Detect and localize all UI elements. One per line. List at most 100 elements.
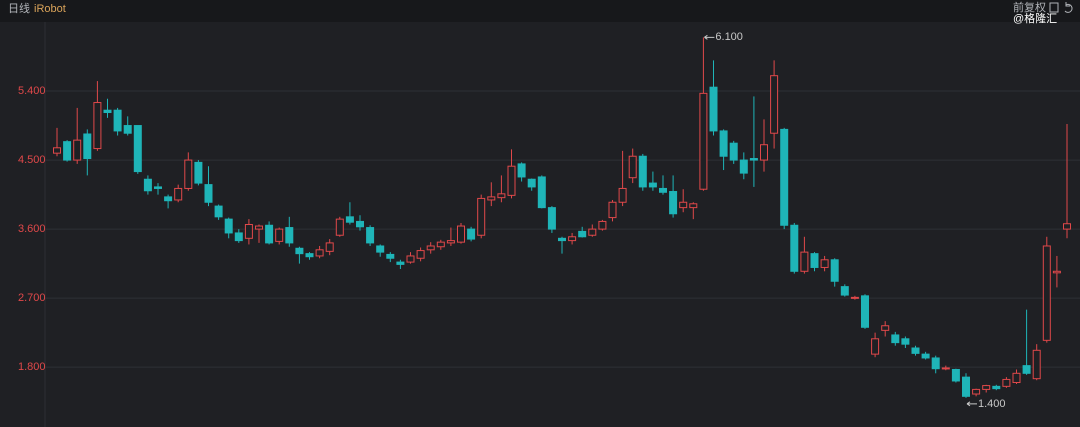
candle-body xyxy=(265,224,274,244)
candle-body xyxy=(972,388,981,395)
candle-body xyxy=(770,75,779,134)
candle-body xyxy=(406,255,415,263)
candle-body xyxy=(881,325,890,331)
candle-body xyxy=(578,230,587,238)
annotation-label: 6.100 xyxy=(715,31,743,43)
lock-icon[interactable] xyxy=(1049,2,1059,13)
candle-body xyxy=(598,220,607,230)
candle-body xyxy=(709,86,718,132)
candle-body xyxy=(659,187,667,193)
candle-body xyxy=(517,163,526,178)
candle-body xyxy=(73,139,82,161)
period: 日线 xyxy=(8,1,30,15)
candle-body xyxy=(861,295,869,328)
candle-body xyxy=(53,147,61,154)
adjust[interactable]: 前复权 xyxy=(1013,0,1046,14)
candle-body xyxy=(356,220,364,228)
candle-body xyxy=(1052,270,1061,274)
candle-body xyxy=(436,241,445,248)
candle-body xyxy=(285,227,294,244)
candle-body xyxy=(729,142,738,161)
candle-body xyxy=(275,228,284,242)
annotation-label: 1.400 xyxy=(978,398,1006,410)
candle-body xyxy=(376,245,385,253)
candle-body xyxy=(1063,223,1071,230)
candle-body xyxy=(396,261,405,265)
candle-body xyxy=(871,338,880,355)
candle-body xyxy=(366,227,375,244)
candle-body xyxy=(305,253,314,258)
candle-body xyxy=(588,228,597,236)
candle-body xyxy=(255,225,263,230)
candle-body xyxy=(800,251,809,272)
candle-body xyxy=(547,207,556,230)
candle-body xyxy=(628,155,637,179)
candle-body xyxy=(154,186,162,189)
candle-body xyxy=(931,357,940,370)
candle-body xyxy=(901,338,910,345)
candle-body xyxy=(911,347,920,354)
candle-body xyxy=(103,109,112,114)
candle-body xyxy=(810,253,819,268)
candle-body xyxy=(83,133,92,160)
annotation-arrow xyxy=(966,401,977,407)
candle-body xyxy=(669,191,678,215)
candle-body xyxy=(820,259,829,268)
candle-body xyxy=(143,178,152,192)
y-tick-label: 4.500 xyxy=(18,154,46,166)
candle-body xyxy=(1032,349,1041,380)
y-tick-label: 1.800 xyxy=(18,361,46,373)
watermark: @格隆汇 xyxy=(1013,11,1057,25)
candle-body xyxy=(941,367,950,370)
candle-body xyxy=(608,201,617,219)
candle-body xyxy=(739,159,748,174)
candle-body xyxy=(638,155,647,188)
candle-body xyxy=(749,158,758,161)
candle-body xyxy=(982,385,991,390)
candle-body xyxy=(416,250,425,259)
candle-body xyxy=(830,259,839,282)
candle-body xyxy=(558,237,566,242)
annotation-arrow xyxy=(704,34,715,40)
candle-body xyxy=(244,224,253,239)
candle-body xyxy=(214,205,223,218)
symbol[interactable]: iRobot xyxy=(34,3,66,15)
candle-body xyxy=(1022,365,1031,374)
candle-body xyxy=(345,216,354,223)
candle-body xyxy=(184,159,193,189)
candle-body xyxy=(386,253,395,259)
candle-body xyxy=(335,218,344,236)
reset-icon[interactable] xyxy=(1064,2,1073,13)
candle-body xyxy=(204,184,213,203)
candle-body xyxy=(891,334,900,344)
candle-body xyxy=(992,385,1001,390)
candle-body xyxy=(618,187,627,203)
candle-body xyxy=(568,236,577,242)
candle-body xyxy=(234,232,243,242)
candle-body xyxy=(426,245,435,251)
y-tick-label: 3.600 xyxy=(18,223,46,235)
candle-body xyxy=(1012,372,1021,384)
candle-body xyxy=(648,182,657,188)
candle-body xyxy=(679,201,688,209)
candle-body xyxy=(123,125,132,134)
candle-body xyxy=(133,125,142,173)
candle-body xyxy=(63,141,72,161)
candle-body xyxy=(497,193,506,199)
candle-body xyxy=(325,242,334,252)
candle-body xyxy=(537,176,546,209)
candle-body xyxy=(780,128,789,226)
candle-body xyxy=(689,203,698,209)
candle-body xyxy=(113,109,122,132)
candle-body xyxy=(487,196,496,201)
candle-body xyxy=(174,187,183,201)
candle-body xyxy=(446,240,455,244)
candle-body xyxy=(951,368,960,382)
candle-body xyxy=(194,161,203,184)
candle-body xyxy=(850,296,859,299)
candle-body xyxy=(840,286,849,296)
candle-body xyxy=(164,196,173,202)
candle-body xyxy=(467,228,476,240)
top-bar xyxy=(0,0,1080,22)
y-tick-label: 2.700 xyxy=(18,292,46,304)
